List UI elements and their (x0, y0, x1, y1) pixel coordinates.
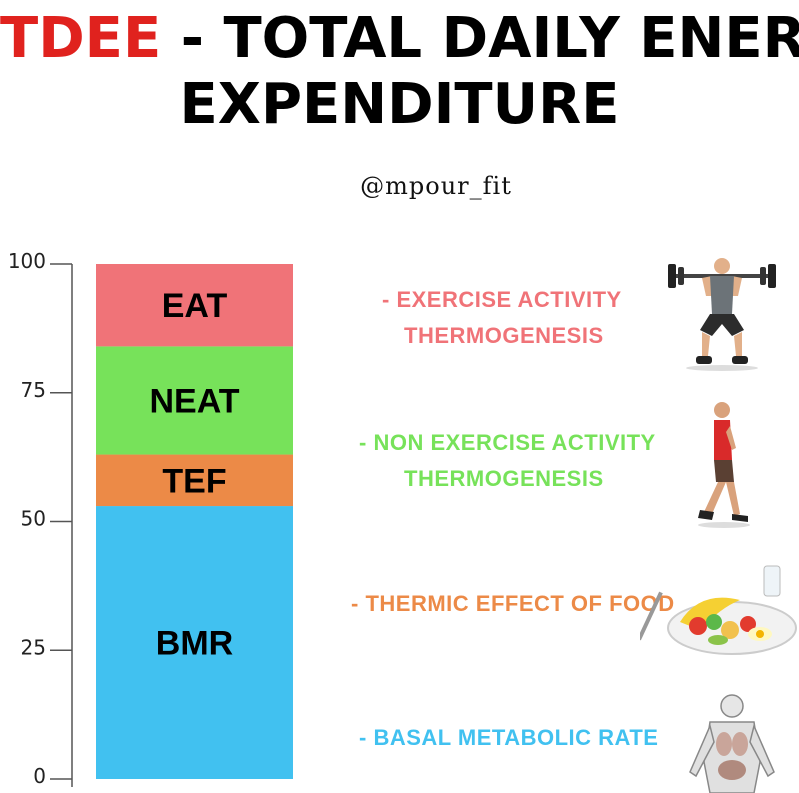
y-tick-label-0: 0 (33, 764, 46, 788)
title-accent: TDEE (0, 6, 162, 71)
stacked-bar-chart: 0 25 50 75 100 BMR TEF NEAT EAT (8, 249, 293, 788)
y-tick-label-25: 25 (21, 635, 46, 659)
desc-eat-line2: THERMOGENESIS (404, 323, 604, 348)
food-plate-icon (640, 565, 797, 655)
walking-person-icon (698, 402, 750, 528)
desc-tef-line1: - THERMIC EFFECT OF FOOD (351, 591, 675, 616)
desc-bmr-line1: - BASAL METABOLIC RATE (359, 725, 659, 750)
desc-eat-line1: - EXERCISE ACTIVITY (382, 287, 622, 312)
page-title: TDEE - TOTAL DAILY ENERGY EXPENDITURE (0, 6, 799, 156)
title-rest: - TOTAL DAILY ENERGY (180, 6, 799, 71)
author-handle: @mpour_fit (360, 172, 512, 200)
y-tick-label-75: 75 (21, 378, 46, 402)
desc-bmr: - BASAL METABOLIC RATE (359, 720, 658, 756)
y-tick-label-100: 100 (8, 249, 46, 273)
desc-neat-line2: THERMOGENESIS (404, 466, 604, 491)
bar-segment-eat (96, 264, 293, 347)
bar-segment-bmr (96, 506, 293, 779)
bar-label-neat: NEAT (149, 382, 239, 420)
bar-segment-tef (96, 454, 293, 507)
desc-eat: - EXERCISE ACTIVITY THERMOGENESIS (382, 282, 622, 354)
weightlifter-icon (668, 258, 776, 371)
title-line-1: TDEE - TOTAL DAILY ENERGY (0, 6, 799, 72)
desc-tef: - THERMIC EFFECT OF FOOD (351, 586, 675, 622)
desc-neat: - NON EXERCISE ACTIVITY THERMOGENESIS (359, 425, 656, 497)
desc-neat-line1: - NON EXERCISE ACTIVITY (359, 430, 656, 455)
y-tick-label-50: 50 (21, 507, 46, 531)
bar-segment-neat (96, 346, 293, 455)
anatomy-body-icon (689, 694, 775, 793)
bar-label-eat: EAT (162, 287, 228, 325)
title-line-2: EXPENDITURE (179, 72, 620, 137)
bar-label-tef: TEF (162, 462, 226, 500)
bar-label-bmr: BMR (156, 625, 233, 663)
